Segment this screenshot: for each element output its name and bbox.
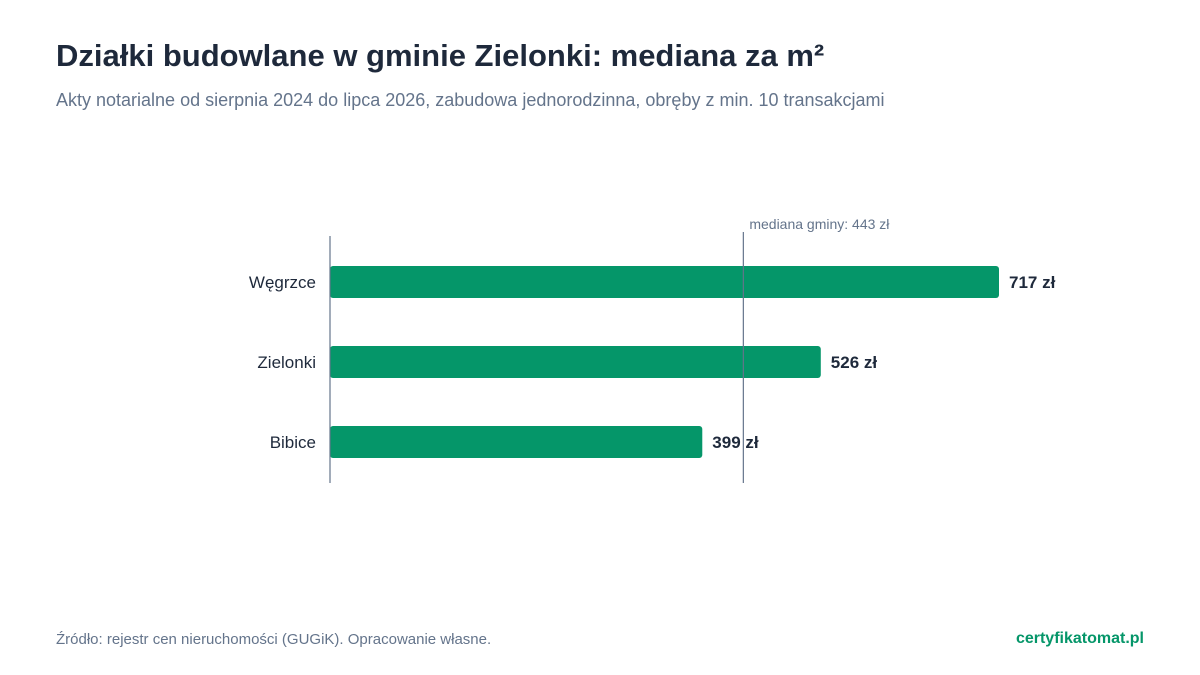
category-label: Zielonki (257, 353, 316, 372)
chart-title: Działki budowlane w gminie Zielonki: med… (56, 38, 825, 73)
source-note: Źródło: rejestr cen nieruchomości (GUGiK… (56, 631, 492, 648)
data-label: 717 zł (1009, 273, 1056, 292)
category-label: Bibice (270, 433, 316, 452)
bar (330, 426, 703, 458)
bar (330, 346, 821, 378)
category-label: Węgrzce (249, 273, 316, 292)
brand-link[interactable]: certyfikatomat.pl (1015, 630, 1144, 647)
bar-chart: Węgrzce 717 zł Zielonki 526 zł Bibice 399 zł m… (249, 216, 1056, 483)
bar (330, 266, 999, 298)
data-label: 526 zł (831, 353, 878, 372)
chart-subtitle: Akty notarialne od sierpnia 2024 do lipc… (56, 90, 885, 110)
median-reference-label: mediana gminy: 443 zł (749, 216, 890, 232)
data-label: 399 zł (712, 433, 759, 452)
